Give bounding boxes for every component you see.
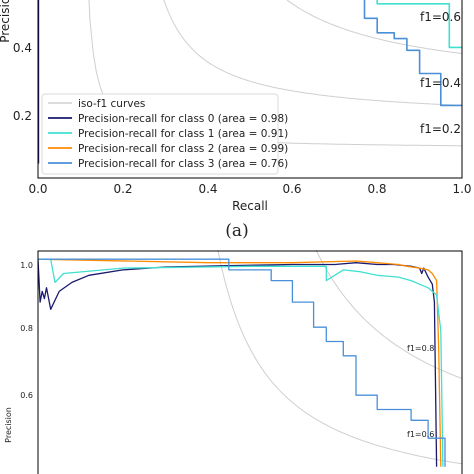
y-axis-title-b: Precision <box>4 407 13 443</box>
x-tick-0.2: 0.2 <box>113 182 132 196</box>
iso-f1-curve-b-0.6 <box>217 250 462 465</box>
y-tick-b-0.8: 0.8 <box>20 324 33 333</box>
y-tick-b-0.6: 0.6 <box>20 391 33 400</box>
x-tick-1.0: 1.0 <box>452 182 471 196</box>
series-line-b-2 <box>38 258 444 467</box>
iso-f1-curve-b-0.8 <box>315 250 462 379</box>
legend-text-class3: Precision-recall for class 3 (area = 0.7… <box>78 158 288 170</box>
series-group-b <box>38 258 446 467</box>
x-tick-0.8: 0.8 <box>367 182 386 196</box>
legend-text-class2: Precision-recall for class 2 (area = 0.9… <box>78 143 288 155</box>
x-tick-0.4: 0.4 <box>198 182 217 196</box>
legend-box <box>41 93 279 175</box>
iso-f1-curve-a-0.4 <box>163 0 462 106</box>
iso-f1-curve-a-0.6 <box>286 0 462 55</box>
iso-f1-label-0.6: f1=0.6 <box>420 10 461 24</box>
series-line-b-0 <box>38 259 438 467</box>
series-line-b-1 <box>38 258 442 467</box>
plot-frame-a <box>37 0 463 179</box>
iso-f1-label-b-0.6: f1=0.6 <box>407 430 434 439</box>
iso-f1-label-0.2: f1=0.2 <box>420 122 461 136</box>
series-line-a-0 <box>363 0 462 107</box>
series-line-b-3 <box>38 258 446 467</box>
legend-text-class0: Precision-recall for class 0 (area = 0.9… <box>78 113 288 125</box>
plot-frame-b <box>37 250 463 474</box>
series-line-a-1 <box>376 0 462 49</box>
x-tick-0.6: 0.6 <box>282 182 301 196</box>
iso-f1-label-0.4: f1=0.4 <box>420 76 461 90</box>
x-axis-title-a: Recall <box>232 199 268 213</box>
panel-caption: (a) <box>225 221 248 241</box>
y-axis-title-a: Precision <box>0 0 12 43</box>
legend-a: iso-f1 curves Precision-recall for class… <box>41 93 288 175</box>
panel-b: f1=0.8 f1=0.6 1.0 0.8 0.6 Precision <box>4 250 463 474</box>
y-tick-0.4: 0.4 <box>13 41 32 55</box>
iso-f1-label-b-0.8: f1=0.8 <box>407 344 434 353</box>
x-tick-0.0: 0.0 <box>28 182 47 196</box>
legend-text-class1: Precision-recall for class 1 (area = 0.9… <box>78 128 288 140</box>
y-tick-b-1.0: 1.0 <box>20 261 33 270</box>
panel-a: f1=0.6 f1=0.4 f1=0.2 0.2 0.4 Precision 0… <box>0 0 472 213</box>
iso-f1-curves-b <box>217 250 462 465</box>
legend-text-iso: iso-f1 curves <box>78 98 145 110</box>
y-tick-0.2: 0.2 <box>13 109 32 123</box>
